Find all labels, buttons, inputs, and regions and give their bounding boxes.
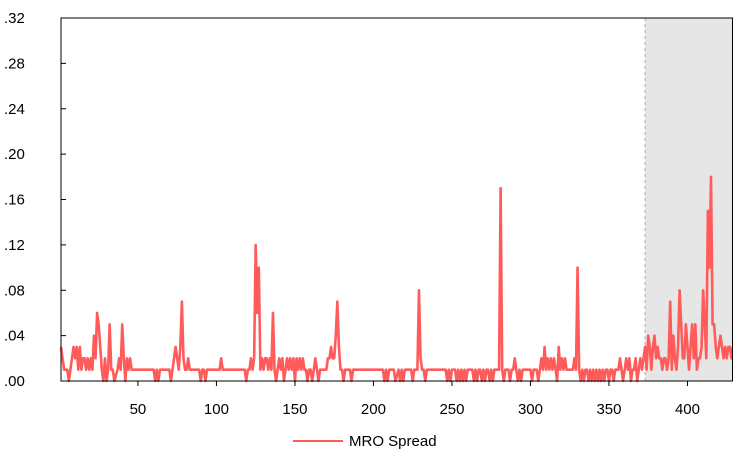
x-tick-label: 150 [282, 401, 307, 418]
y-axis: .00 .04 .08 .12 .16 .20 .24 .28 .32 [4, 10, 66, 390]
series-line-mro-spread [59, 175, 733, 383]
y-tick-label: .00 [4, 373, 25, 390]
y-tick-label: .24 [4, 101, 25, 118]
x-tick-label: 400 [675, 401, 700, 418]
y-tick-label: .12 [4, 237, 25, 254]
x-tick-label: 100 [204, 401, 229, 418]
forecast-shaded-region [644, 18, 733, 381]
legend: MRO Spread [293, 433, 437, 450]
x-tick-label: 350 [596, 401, 621, 418]
y-tick-label: .32 [4, 10, 25, 27]
y-tick-label: .04 [4, 328, 25, 345]
y-tick-label: .28 [4, 55, 25, 72]
x-axis: 50 100 150 200 250 300 350 400 [130, 381, 700, 418]
y-tick-label: .20 [4, 146, 25, 163]
x-tick-label: 50 [130, 401, 147, 418]
legend-label-mro-spread: MRO Spread [349, 433, 437, 450]
series-layer [59, 175, 733, 383]
shaded-region-rect [645, 18, 733, 381]
x-tick-label: 200 [361, 401, 386, 418]
y-tick-label: .08 [4, 282, 25, 299]
y-tick-label: .16 [4, 192, 25, 209]
x-tick-label: 250 [439, 401, 464, 418]
x-tick-label: 300 [518, 401, 543, 418]
